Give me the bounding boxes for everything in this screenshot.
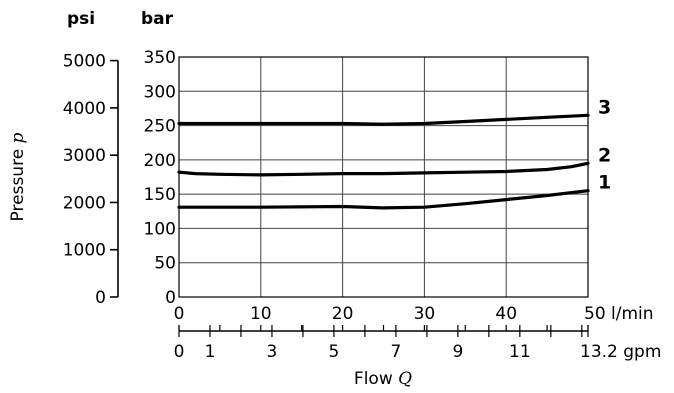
x-axis-title: Flow Q <box>354 369 412 389</box>
bar-tick-label-350: 350 <box>144 48 176 68</box>
y-axis-title-text: Pressure <box>8 143 28 221</box>
gpm-tick-label-3: 5 <box>329 342 340 362</box>
psi-tick-label-3000: 3000 <box>63 146 106 166</box>
x-axis-title-symbol: Q <box>398 369 412 389</box>
x-axis-title-text: Flow <box>354 369 398 389</box>
gpm-tick-label-7: 13.2 gpm <box>580 342 661 362</box>
psi-tick-label-4000: 4000 <box>63 99 106 119</box>
series-line-1 <box>177 189 590 210</box>
chart-grid <box>178 56 589 298</box>
gpm-tick-label-1: 1 <box>205 342 216 362</box>
chart-labels: 010002000300040005000psi0501001502002503… <box>8 9 661 389</box>
gpm-tick-label-0: 0 <box>174 342 185 362</box>
bar-tick-label-300: 300 <box>144 82 176 102</box>
psi-tick-label-5000: 5000 <box>63 52 106 72</box>
lmin-tick-label-50: 50 l/min <box>584 304 654 324</box>
series-label-1: 1 <box>598 172 611 194</box>
gpm-tick-label-2: 3 <box>267 342 278 362</box>
bar-tick-label-100: 100 <box>144 219 176 239</box>
psi-tick-label-1000: 1000 <box>63 241 106 261</box>
psi-tick-label-0: 0 <box>95 288 106 308</box>
bar-unit-label: bar <box>141 9 174 29</box>
lmin-tick-label-0: 0 <box>174 304 185 324</box>
series-label-2: 2 <box>598 144 611 166</box>
series-line-2 <box>177 161 590 177</box>
series-line-3 <box>177 113 590 126</box>
gpm-tick-label-5: 9 <box>452 342 463 362</box>
bar-tick-label-0: 0 <box>165 288 176 308</box>
y-axis-title-symbol: p <box>8 132 28 143</box>
lmin-tick-label-40: 40 <box>495 304 517 324</box>
psi-unit-label: psi <box>67 9 95 29</box>
bar-tick-label-250: 250 <box>144 117 176 137</box>
chart-series <box>177 113 590 210</box>
plot-frame <box>178 56 589 298</box>
gpm-tick-label-6: 11 <box>509 342 531 362</box>
gpm-tick-label-4: 7 <box>390 342 401 362</box>
bar-tick-label-200: 200 <box>144 151 176 171</box>
lmin-tick-label-10: 10 <box>250 304 272 324</box>
series-label-3: 3 <box>598 96 611 118</box>
lmin-tick-label-20: 20 <box>332 304 354 324</box>
psi-tick-label-2000: 2000 <box>63 193 106 213</box>
y-axis-title: Pressure p <box>8 132 28 221</box>
bar-tick-label-150: 150 <box>144 185 176 205</box>
bar-tick-label-50: 50 <box>154 254 176 274</box>
lmin-tick-label-30: 30 <box>414 304 436 324</box>
chart-axes <box>110 59 589 337</box>
